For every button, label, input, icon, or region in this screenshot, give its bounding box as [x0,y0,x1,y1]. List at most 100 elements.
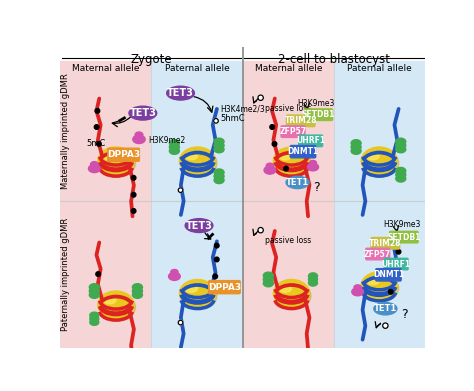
Ellipse shape [396,171,406,178]
Ellipse shape [129,106,157,120]
Ellipse shape [100,293,136,321]
FancyBboxPatch shape [281,126,305,137]
Ellipse shape [351,147,361,154]
Ellipse shape [91,161,98,167]
FancyBboxPatch shape [209,281,240,294]
Text: DNMT1: DNMT1 [287,147,319,156]
Ellipse shape [309,280,318,286]
Text: TRIM28: TRIM28 [369,239,401,248]
Text: H3K9me3: H3K9me3 [383,219,420,228]
Text: Paternally imprinted gDMR: Paternally imprinted gDMR [61,217,70,331]
Ellipse shape [264,272,273,279]
Ellipse shape [169,140,179,147]
Ellipse shape [169,143,179,151]
Bar [151,61,243,348]
Ellipse shape [264,276,273,283]
Ellipse shape [90,319,99,325]
Ellipse shape [214,173,224,180]
Text: DPPA3: DPPA3 [208,283,241,292]
Text: DPPA3: DPPA3 [107,150,140,159]
Ellipse shape [133,135,145,143]
Ellipse shape [169,147,179,154]
Ellipse shape [396,175,406,182]
Ellipse shape [132,287,143,294]
Ellipse shape [363,274,399,302]
Text: UHRF1: UHRF1 [296,136,325,145]
Circle shape [96,272,100,276]
Ellipse shape [264,280,273,287]
Ellipse shape [90,316,99,322]
Ellipse shape [180,147,216,175]
Text: TET3: TET3 [186,221,212,231]
Circle shape [178,320,183,325]
Text: Maternal allele: Maternal allele [72,64,140,73]
Text: TET3: TET3 [129,108,156,118]
Circle shape [389,289,393,294]
Text: TET3: TET3 [167,88,194,98]
Text: TRIM28: TRIM28 [284,117,317,126]
Ellipse shape [135,132,143,137]
Ellipse shape [351,140,361,147]
Ellipse shape [367,152,379,160]
Circle shape [272,142,277,146]
FancyBboxPatch shape [290,145,316,158]
Ellipse shape [98,147,134,175]
Text: ZFP57: ZFP57 [364,249,391,258]
FancyBboxPatch shape [108,148,139,161]
Ellipse shape [214,146,224,153]
Ellipse shape [169,273,180,280]
Circle shape [131,192,136,197]
Circle shape [94,125,99,129]
Ellipse shape [181,149,217,177]
Circle shape [270,125,274,129]
Circle shape [383,323,388,328]
Ellipse shape [374,303,397,315]
Ellipse shape [286,176,309,188]
Ellipse shape [89,287,100,294]
Ellipse shape [132,284,143,291]
Text: UHRF1: UHRF1 [382,260,410,269]
Ellipse shape [180,280,216,307]
FancyBboxPatch shape [366,248,390,260]
FancyBboxPatch shape [384,258,408,270]
Ellipse shape [185,285,198,292]
Ellipse shape [363,149,399,177]
Ellipse shape [90,312,99,318]
Circle shape [214,118,219,123]
Text: H3K9me3: H3K9me3 [298,99,335,108]
Circle shape [131,176,136,180]
Text: 2-cell to blastocyst: 2-cell to blastocyst [278,53,390,66]
Ellipse shape [273,280,310,307]
Ellipse shape [396,167,406,174]
Bar [334,61,425,348]
Circle shape [396,249,401,254]
Text: H3K4me2/3: H3K4me2/3 [220,105,265,114]
Text: 5hmC: 5hmC [220,114,245,123]
Ellipse shape [279,285,292,292]
Ellipse shape [396,138,406,145]
Ellipse shape [266,163,273,168]
Ellipse shape [361,147,397,175]
Text: 5mC: 5mC [87,140,106,149]
Text: Maternally imprinted gDMR: Maternally imprinted gDMR [61,73,70,189]
Ellipse shape [181,282,217,310]
Ellipse shape [396,142,406,149]
Ellipse shape [352,288,364,296]
Circle shape [97,142,101,146]
Ellipse shape [308,163,319,171]
Text: passive loss: passive loss [265,237,311,246]
Circle shape [213,274,218,279]
Text: Zygote: Zygote [130,53,172,66]
Ellipse shape [214,169,224,176]
Ellipse shape [351,143,361,151]
Circle shape [395,266,399,271]
Ellipse shape [214,138,224,145]
Circle shape [214,243,219,248]
Ellipse shape [103,296,116,304]
Ellipse shape [354,285,361,290]
Text: Maternal allele: Maternal allele [255,64,322,73]
Ellipse shape [185,152,198,160]
Ellipse shape [275,149,311,177]
Text: ?: ? [313,181,319,194]
Text: SETDB1: SETDB1 [387,233,420,242]
